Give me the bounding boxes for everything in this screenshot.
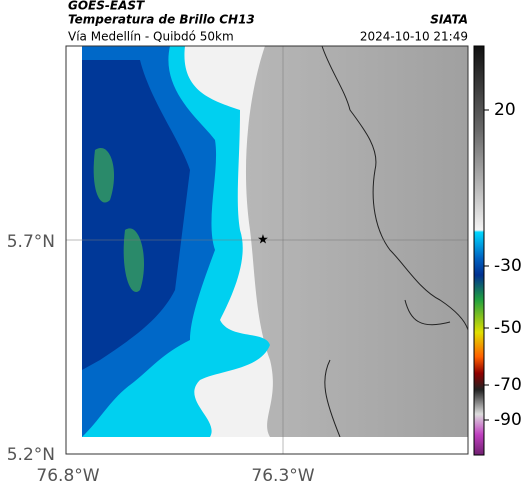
colorbar-label: -70 [494,375,522,395]
title: Temperatura de Brillo CH13 [68,13,255,27]
product: GOES-EAST [68,0,145,13]
colorbar-label: -30 [494,256,522,276]
colorbar [473,45,485,456]
colorbar-label: 20 [494,100,516,120]
y-tick-label: 5.2°N [7,445,55,465]
satellite-image [82,46,468,437]
subtitle: Vía Medellín - Quibdó 50km [68,30,234,44]
datetime: 2024-10-10 21:49 [360,30,468,44]
source: SIATA [430,13,468,27]
colorbar-label: -50 [494,318,522,338]
map-frame [65,45,469,455]
x-tick-label: 76.8°W [36,466,99,486]
y-tick-label: 5.7°N [7,232,55,252]
location-star: ★ [257,233,269,248]
colorbar-label: -90 [494,410,522,430]
x-tick-label: 76.3°W [251,466,314,486]
